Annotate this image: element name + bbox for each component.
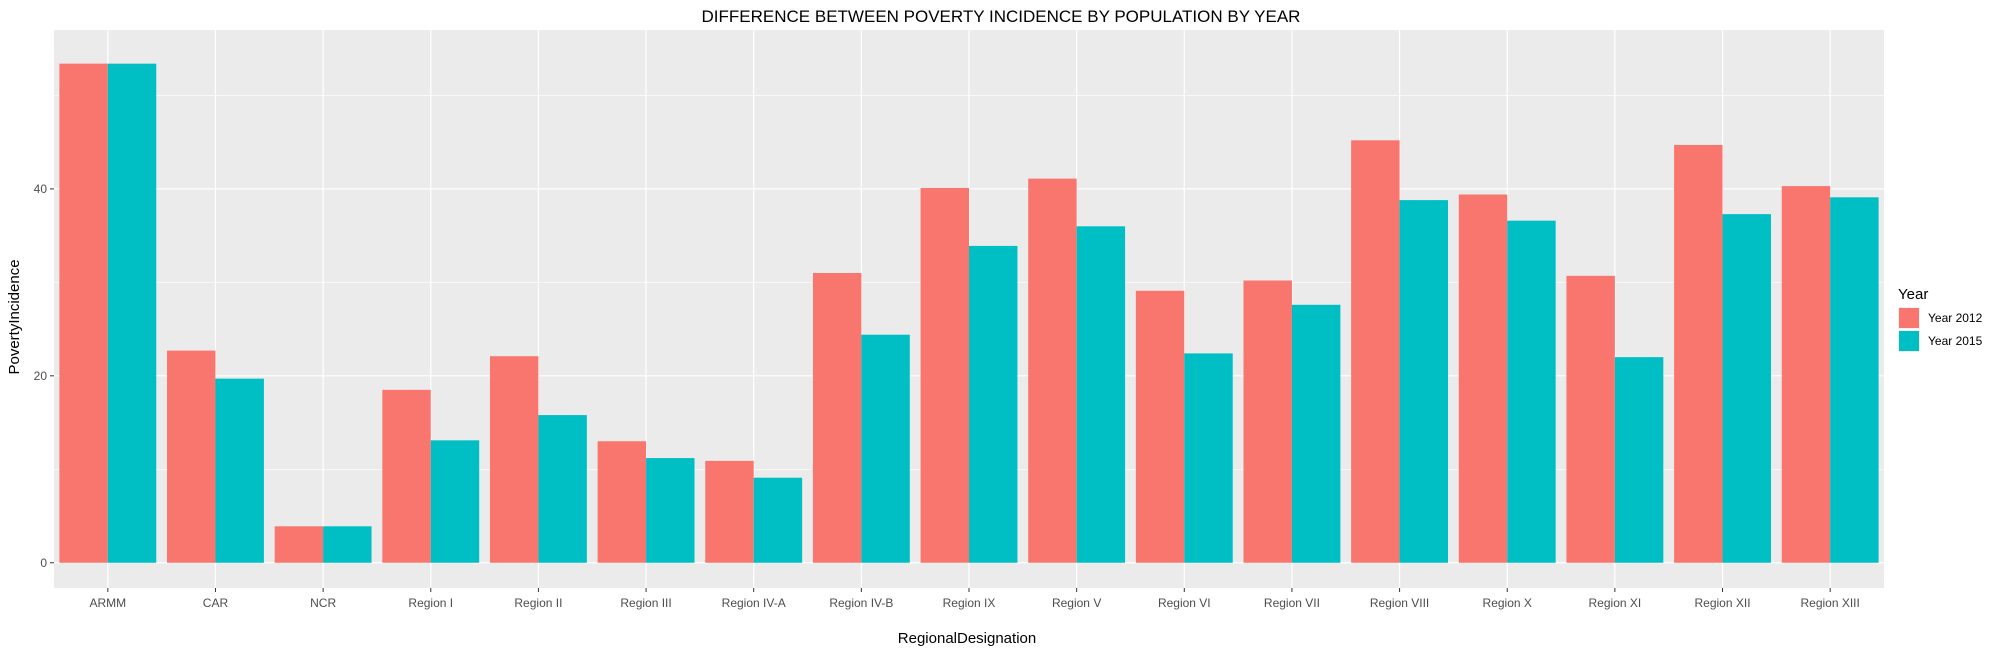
bar: [812, 273, 862, 563]
legend-label: Year 2012: [1928, 311, 1983, 325]
x-tick-label: Region X: [1483, 596, 1532, 610]
bar: [430, 440, 480, 563]
bar: [274, 526, 324, 563]
x-tick-label: Region I: [408, 596, 453, 610]
legend-swatch: [1899, 308, 1919, 328]
bar: [1399, 200, 1449, 563]
x-tick-label: Region IV-A: [722, 596, 786, 610]
x-axis: ARMM CAR NCR Region I Region II Region III Reg…: [89, 588, 1860, 610]
bar: [646, 458, 695, 563]
x-tick-label: Region VII: [1264, 596, 1320, 610]
bar: [1674, 144, 1723, 563]
bar: [920, 187, 969, 563]
bar: [59, 63, 108, 563]
legend-title: Year: [1898, 286, 1928, 303]
bar: [1566, 275, 1615, 563]
bar: [1507, 220, 1556, 563]
x-tick-label: Region XII: [1695, 596, 1751, 610]
bar: [167, 350, 216, 563]
x-tick-label: CAR: [203, 596, 229, 610]
legend-items: Year 2012 Year 2015: [1898, 307, 1983, 352]
bar: [323, 526, 372, 563]
x-tick-label: Region III: [620, 596, 671, 610]
bar: [597, 441, 647, 563]
bar: [1830, 197, 1879, 563]
y-axis: 0 20 40: [34, 182, 54, 570]
bar: [1722, 214, 1771, 563]
bars: [59, 63, 1879, 563]
legend-swatch: [1899, 331, 1919, 351]
bar: [1291, 304, 1341, 563]
bar: [1351, 140, 1400, 563]
bar: [1458, 194, 1508, 563]
bar: [382, 389, 431, 563]
bar: [753, 477, 803, 563]
x-tick-label: Region V: [1052, 596, 1101, 610]
x-tick-label: Region IX: [943, 596, 996, 610]
x-tick-label: ARMM: [89, 596, 126, 610]
legend-label: Year 2015: [1928, 334, 1983, 348]
bar: [1614, 357, 1664, 563]
chart-title: DIFFERENCE BETWEEN POVERTY INCIDENCE BY …: [702, 7, 1301, 26]
bar: [1184, 353, 1233, 563]
bar: [1781, 186, 1831, 563]
y-tick-label: 40: [34, 182, 48, 196]
bar: [969, 245, 1018, 563]
x-tick-label: Region XI: [1589, 596, 1642, 610]
x-tick-label: Region IV-B: [829, 596, 893, 610]
bar: [215, 378, 264, 563]
x-tick-label: Region XIII: [1800, 596, 1859, 610]
legend: Year Year 2012 Year 2015: [1898, 286, 1983, 352]
y-axis-title: PovertyIncidence: [6, 259, 23, 374]
bar: [1243, 280, 1292, 563]
x-tick-label: Region VI: [1158, 596, 1211, 610]
x-tick-label: Region VIII: [1370, 596, 1429, 610]
bar: [538, 415, 587, 563]
bar: [705, 460, 754, 563]
bar: [1028, 178, 1077, 563]
bar: [1135, 290, 1185, 563]
y-tick-label: 0: [40, 556, 47, 570]
x-tick-label: Region II: [514, 596, 562, 610]
bar: [861, 334, 910, 563]
x-tick-label: NCR: [310, 596, 336, 610]
bar: [1076, 226, 1126, 563]
y-tick-label: 20: [34, 369, 48, 383]
bar: [107, 63, 157, 563]
bar: [489, 356, 539, 563]
x-axis-title: RegionalDesignation: [898, 630, 1036, 647]
